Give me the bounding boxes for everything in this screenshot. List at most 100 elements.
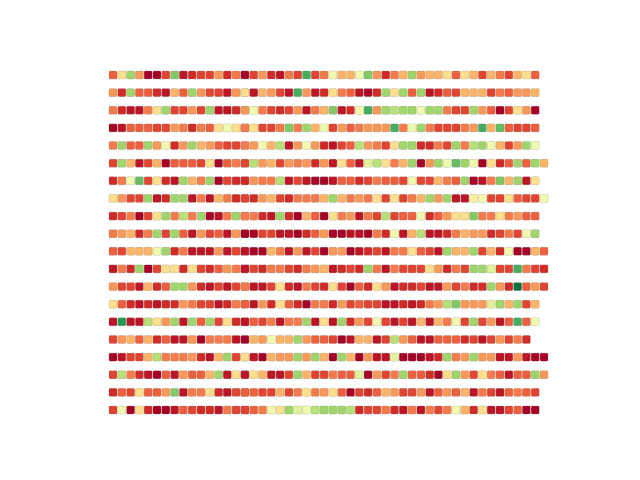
scatter-point xyxy=(284,141,294,150)
scatter-point xyxy=(143,88,153,97)
scatter-point xyxy=(381,370,390,379)
scatter-point xyxy=(267,88,276,97)
scatter-point xyxy=(513,194,522,203)
scatter-point xyxy=(416,123,426,133)
scatter-point xyxy=(372,317,382,326)
scatter-point xyxy=(258,282,267,291)
scatter-point xyxy=(416,370,426,379)
scatter-point xyxy=(416,70,426,80)
scatter-point xyxy=(126,317,135,326)
scatter-point xyxy=(451,176,461,186)
scatter-point xyxy=(407,370,417,379)
scatter-point xyxy=(249,88,258,97)
scatter-point xyxy=(355,141,364,150)
scatter-point xyxy=(355,194,364,203)
scatter-point xyxy=(275,300,285,309)
scatter-point xyxy=(460,282,469,291)
scatter-point xyxy=(504,211,513,221)
scatter-point xyxy=(302,158,311,168)
scatter-point xyxy=(214,335,223,344)
scatter-point xyxy=(205,158,215,168)
scatter-point xyxy=(161,106,171,115)
scatter-point xyxy=(170,229,179,238)
scatter-point xyxy=(231,352,241,362)
scatter-point xyxy=(143,352,153,362)
scatter-point xyxy=(231,229,241,238)
scatter-point xyxy=(495,388,505,397)
scatter-point xyxy=(214,158,223,168)
scatter-point xyxy=(240,194,250,203)
scatter-point xyxy=(302,247,311,256)
scatter-point xyxy=(434,247,443,256)
scatter-point xyxy=(135,176,144,186)
scatter-point xyxy=(513,88,522,97)
scatter-point xyxy=(319,317,329,326)
scatter-point xyxy=(539,370,549,379)
scatter-point xyxy=(434,300,443,309)
scatter-point xyxy=(478,352,487,362)
scatter-point xyxy=(179,317,188,326)
scatter-point xyxy=(143,194,153,203)
scatter-point xyxy=(152,194,162,203)
scatter-point xyxy=(311,88,320,97)
scatter-point xyxy=(223,335,232,344)
scatter-point xyxy=(355,317,364,326)
scatter-point xyxy=(275,388,285,397)
scatter-point xyxy=(267,300,276,309)
scatter-point xyxy=(328,141,338,150)
scatter-point xyxy=(478,370,487,379)
scatter-point xyxy=(214,405,223,415)
scatter-point xyxy=(267,370,276,379)
scatter-point xyxy=(214,264,223,274)
scatter-point xyxy=(451,282,461,291)
scatter-point xyxy=(223,229,232,238)
scatter-point xyxy=(126,194,135,203)
scatter-point xyxy=(187,211,197,221)
scatter-point xyxy=(443,158,452,168)
scatter-point xyxy=(240,405,250,415)
scatter-point xyxy=(531,194,540,203)
scatter-point xyxy=(363,211,373,221)
scatter-point xyxy=(443,282,452,291)
scatter-point xyxy=(513,405,522,415)
scatter-point xyxy=(187,247,197,256)
scatter-point xyxy=(126,264,135,274)
scatter-point xyxy=(161,211,171,221)
scatter-point xyxy=(478,70,487,80)
scatter-point xyxy=(346,229,355,238)
scatter-point xyxy=(346,176,355,186)
scatter-point xyxy=(187,352,197,362)
scatter-point xyxy=(205,106,215,115)
scatter-point xyxy=(284,88,294,97)
scatter-point xyxy=(240,264,250,274)
scatter-point xyxy=(187,176,197,186)
scatter-point xyxy=(223,211,232,221)
scatter-point xyxy=(311,405,320,415)
scatter-point xyxy=(249,335,258,344)
scatter-point xyxy=(372,229,382,238)
scatter-point xyxy=(249,123,258,133)
scatter-point xyxy=(531,264,540,274)
scatter-point xyxy=(504,88,513,97)
scatter-point xyxy=(451,141,461,150)
scatter-point xyxy=(495,352,505,362)
scatter-point xyxy=(487,106,496,115)
scatter-point xyxy=(425,247,434,256)
scatter-point xyxy=(267,123,276,133)
scatter-point xyxy=(267,282,276,291)
scatter-point xyxy=(460,405,469,415)
scatter-point xyxy=(214,211,223,221)
scatter-point xyxy=(143,335,153,344)
scatter-point xyxy=(293,264,302,274)
scatter-point xyxy=(363,194,373,203)
scatter-point xyxy=(196,70,206,80)
scatter-point xyxy=(214,388,223,397)
scatter-point xyxy=(240,317,250,326)
scatter-point xyxy=(513,123,522,133)
scatter-point xyxy=(399,106,408,115)
scatter-point xyxy=(205,370,215,379)
scatter-point xyxy=(460,211,469,221)
scatter-point xyxy=(478,264,487,274)
scatter-point xyxy=(284,264,294,274)
scatter-point xyxy=(399,370,408,379)
